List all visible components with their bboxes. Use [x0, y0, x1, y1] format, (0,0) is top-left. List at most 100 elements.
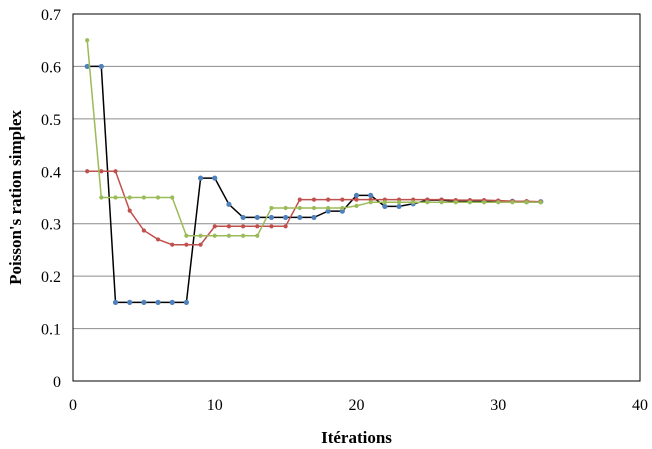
data-point [197, 175, 204, 181]
data-point [382, 200, 387, 205]
x-tick-label: 0 [69, 397, 77, 414]
data-point [538, 200, 543, 205]
x-axis-title: Itérations [321, 428, 392, 447]
series-line [87, 65, 541, 304]
data-point [141, 195, 146, 200]
data-point [254, 214, 260, 221]
data-point [184, 242, 189, 247]
data-point [339, 208, 345, 214]
data-point [226, 233, 232, 238]
data-point [297, 197, 302, 202]
data-point [283, 214, 289, 221]
data-point [113, 195, 118, 200]
data-point [85, 169, 90, 174]
data-point [127, 195, 132, 200]
data-point [283, 224, 288, 229]
data-point [212, 233, 217, 238]
y-tick-label: 0.6 [41, 59, 61, 76]
data-point [84, 63, 90, 70]
data-point [85, 38, 90, 43]
data-point [311, 197, 317, 202]
data-point [212, 175, 218, 181]
y-tick-label: 0 [53, 374, 61, 391]
data-point [241, 233, 246, 238]
data-point [297, 205, 302, 211]
y-tick-label: 0.1 [41, 322, 61, 339]
data-point [269, 224, 274, 229]
data-point [354, 203, 359, 208]
data-point [155, 299, 161, 305]
data-point [98, 63, 104, 70]
series-1 [84, 63, 544, 305]
data-point [326, 205, 331, 211]
data-point [99, 169, 104, 174]
data-point [183, 299, 189, 305]
y-tick-label: 0.2 [41, 269, 61, 286]
data-point [255, 233, 260, 238]
series-group [84, 38, 544, 305]
x-tick-label: 20 [349, 397, 365, 414]
data-point [127, 299, 133, 305]
data-point [326, 197, 331, 202]
data-point [340, 197, 345, 202]
data-point [368, 192, 374, 199]
data-point [425, 200, 430, 205]
data-point [198, 233, 203, 238]
data-point [141, 299, 147, 305]
data-point [127, 208, 132, 213]
data-point [155, 237, 161, 242]
data-point [141, 228, 146, 233]
y-tick-label: 0.7 [41, 7, 61, 24]
data-point [439, 200, 444, 205]
data-point [297, 214, 303, 221]
data-point [169, 299, 175, 305]
y-tick-label: 0.5 [41, 112, 61, 129]
y-tick-label: 0.4 [41, 164, 61, 181]
data-point [283, 205, 288, 211]
data-point [241, 224, 246, 229]
data-point [396, 203, 402, 210]
grid-lines [73, 65, 640, 330]
x-tick-label: 30 [490, 397, 506, 414]
data-point [467, 200, 472, 205]
data-point [382, 203, 388, 210]
plot-area-border [72, 13, 641, 382]
data-point [368, 200, 373, 205]
data-point [155, 195, 161, 200]
data-point [255, 224, 260, 229]
data-point [524, 200, 529, 205]
data-point [113, 169, 118, 174]
data-point [353, 192, 360, 199]
data-point [453, 200, 458, 205]
data-point [340, 205, 345, 211]
data-point [311, 214, 317, 221]
y-tick-label: 0.3 [41, 217, 61, 234]
data-point [481, 200, 487, 205]
data-point [226, 224, 232, 229]
data-point [496, 200, 501, 205]
data-point [240, 214, 246, 221]
data-point [184, 233, 189, 238]
x-tick-label: 40 [632, 397, 648, 414]
data-point [99, 195, 104, 200]
data-point [268, 214, 275, 221]
y-tick-labels: 0 0.1 0.2 0.3 0.4 0.5 0.6 0.7 [41, 7, 61, 391]
data-point [170, 195, 175, 200]
x-tick-labels: 0 10 20 30 40 [69, 397, 648, 414]
data-point [311, 205, 317, 211]
data-point [198, 242, 203, 247]
series-3 [85, 38, 543, 238]
data-point [112, 299, 119, 305]
data-point [411, 200, 416, 205]
data-point [269, 205, 274, 211]
data-point [510, 200, 515, 205]
data-point [354, 197, 359, 202]
data-point [212, 224, 217, 229]
data-point [170, 242, 175, 247]
x-tick-label: 10 [207, 397, 223, 414]
data-point [226, 201, 232, 207]
y-axis-title: Poisson's ration simplex [6, 110, 25, 285]
data-point [396, 200, 402, 205]
data-point [325, 208, 331, 214]
